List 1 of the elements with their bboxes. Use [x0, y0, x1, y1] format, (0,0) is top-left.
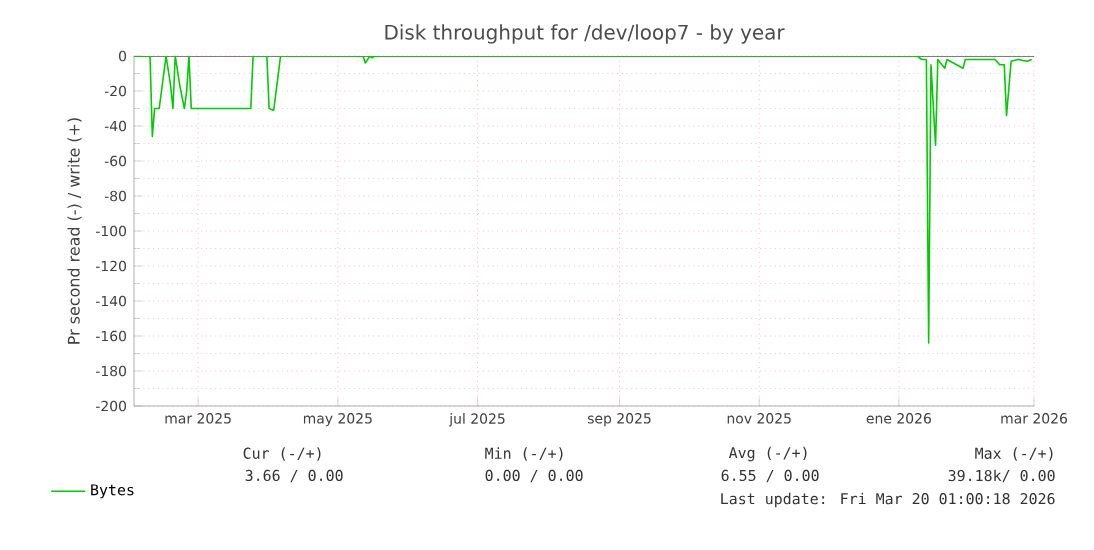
chart-title: Disk throughput for /dev/loop7 - by year [385, 24, 785, 44]
